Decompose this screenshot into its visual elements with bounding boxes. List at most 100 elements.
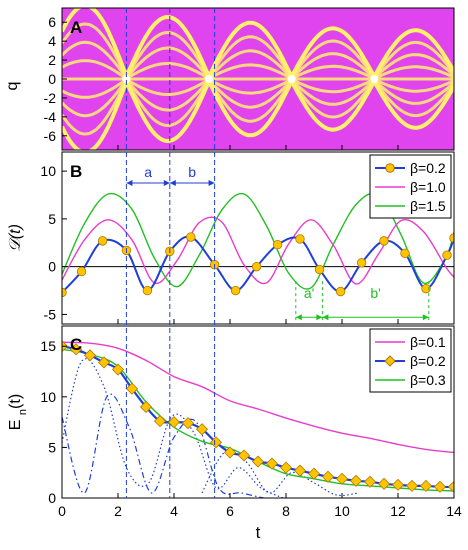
component-dotted	[62, 358, 284, 498]
annotation-b-arrow-left	[169, 180, 176, 186]
xtick-label: 14	[446, 503, 462, 519]
series-line	[62, 216, 454, 285]
panel-c-ylabel: E	[7, 420, 24, 431]
legend-label: β=0.2	[410, 160, 446, 176]
legend-label: β=1.0	[410, 179, 446, 195]
data-point	[307, 467, 321, 480]
panel-c-label: C	[70, 335, 82, 354]
annotation-b-prime-arrow-left	[322, 314, 329, 321]
data-point	[265, 457, 279, 470]
data-point	[195, 423, 209, 436]
node-point	[287, 75, 296, 83]
series-line	[62, 341, 454, 454]
data-point	[181, 417, 195, 430]
ytick-label: 4	[48, 33, 56, 49]
legend-label: β=1.5	[410, 198, 446, 214]
ytick-label: -6	[44, 128, 57, 144]
annotation-a-arrow-right	[163, 180, 170, 186]
data-point	[83, 349, 97, 362]
data-point	[139, 400, 153, 414]
panel-a-heatmap	[62, 8, 454, 150]
data-point	[363, 475, 377, 488]
ytick-label: 5	[48, 439, 56, 455]
data-point	[142, 285, 153, 296]
data-point	[272, 239, 283, 250]
data-point	[335, 472, 349, 485]
panel-a-label: A	[70, 18, 82, 37]
data-point	[69, 343, 83, 356]
data-point	[279, 461, 293, 474]
data-point	[223, 446, 237, 459]
data-point	[449, 233, 454, 243]
data-point	[293, 464, 307, 477]
ytick-label: -4	[44, 109, 57, 125]
panel-b-yticks: 10 5 0 -5	[40, 163, 67, 322]
ytick-label: 0	[48, 490, 56, 506]
annotation-a-prime-label: a'	[304, 285, 314, 301]
node-point	[205, 75, 213, 83]
panel-a-yticks: 6 4 2 0 -2 -4 -6	[44, 14, 67, 144]
data-point	[321, 470, 335, 483]
data-point	[167, 416, 181, 429]
node-point	[370, 75, 379, 83]
data-point	[76, 266, 87, 277]
panel-c-ylabel-rest: (t)	[7, 394, 24, 409]
annotation-a-label: a	[144, 164, 152, 180]
legend-label: β=0.3	[410, 372, 446, 388]
data-point	[209, 436, 223, 449]
data-point	[97, 236, 108, 246]
data-point	[377, 477, 391, 490]
panel-b-annotations: a b a' b'	[126, 164, 430, 321]
ytick-label: -2	[44, 90, 57, 106]
node-point	[122, 75, 131, 83]
panel-c-ylabel-subscript: n	[17, 409, 29, 415]
data-point	[447, 480, 454, 493]
ytick-label: 10	[40, 389, 56, 405]
component-dashdot	[62, 393, 264, 498]
data-point	[97, 356, 111, 369]
ytick-label: 0	[48, 259, 56, 275]
legend-marker	[385, 163, 395, 173]
time-guide-lines	[125, 8, 216, 498]
xtick-label: 10	[334, 503, 350, 519]
panel-a: A q 6 4 2 0 -2 -4 -6	[4, 7, 455, 151]
ytick-label: 0	[48, 71, 56, 87]
x-axis-label: t	[256, 523, 261, 542]
x-axis-ticks: 0 2 4 6 8 10 12 14	[58, 145, 462, 519]
data-point	[433, 480, 447, 493]
panel-a-ylabel: q	[4, 82, 21, 91]
data-point	[400, 248, 410, 258]
xtick-label: 8	[282, 503, 290, 519]
annotation-b-label: b	[188, 164, 196, 180]
ytick-label: 5	[48, 211, 56, 227]
data-point	[391, 478, 405, 491]
xtick-label: 4	[170, 503, 178, 519]
legend-marker	[384, 355, 396, 367]
data-point	[153, 415, 167, 428]
data-point	[237, 449, 251, 462]
data-point	[405, 479, 419, 492]
annotation-b-prime-arrow-right	[422, 314, 429, 321]
panel-b-frame	[61, 151, 455, 325]
annotation-a-arrow-left	[126, 180, 133, 186]
xtick-label: 6	[226, 503, 234, 519]
ytick-label: 2	[48, 52, 56, 68]
series-line	[62, 192, 454, 290]
panel-c-yticks: 15 10 5 0	[40, 338, 67, 506]
annotation-b-prime-label: b'	[370, 285, 380, 301]
legend-label: β=0.2	[410, 353, 446, 369]
panel-b-label: B	[70, 162, 82, 181]
data-point	[379, 236, 389, 246]
data-point	[349, 474, 363, 487]
data-point	[230, 285, 241, 296]
data-point	[125, 382, 139, 395]
data-point	[419, 479, 433, 492]
panel-c: C E n(t) 15 10 5 0 β=0.1 β=0.2 β=0.3	[7, 325, 455, 506]
ytick-label: 15	[40, 338, 56, 354]
panel-b-legend: β=0.2 β=1.0 β=1.5	[369, 154, 452, 219]
legend-label: β=0.1	[410, 334, 446, 350]
mode-band	[62, 8, 454, 82]
annotation-a-prime-arrow-right	[316, 314, 323, 321]
ytick-label: 6	[48, 14, 56, 30]
